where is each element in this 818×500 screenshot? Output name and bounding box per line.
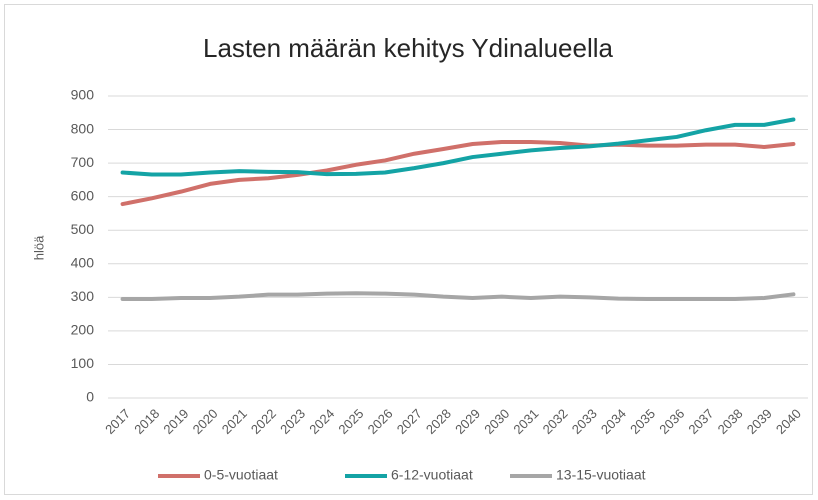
y-axis-label: hlöä bbox=[31, 235, 46, 260]
y-tick-label: 0 bbox=[86, 389, 94, 405]
chart-border bbox=[4, 4, 813, 495]
series-line bbox=[120, 117, 796, 177]
y-tick-label: 700 bbox=[71, 154, 95, 170]
y-tick-label: 200 bbox=[71, 322, 95, 338]
series-line bbox=[120, 139, 796, 207]
legend-label: 13-15-vuotiaat bbox=[556, 467, 646, 483]
y-tick-label: 100 bbox=[71, 355, 95, 371]
legend-label: 6-12-vuotiaat bbox=[391, 467, 473, 483]
y-tick-label: 500 bbox=[71, 221, 95, 237]
chart-title: Lasten määrän kehitys Ydinalueella bbox=[203, 33, 614, 63]
y-tick-label: 800 bbox=[71, 120, 95, 136]
y-tick-label: 300 bbox=[71, 288, 95, 304]
legend-label: 0-5-vuotiaat bbox=[204, 467, 278, 483]
y-tick-label: 900 bbox=[71, 87, 95, 103]
series-line bbox=[120, 291, 796, 302]
y-tick-label: 600 bbox=[71, 187, 95, 203]
y-tick-label: 400 bbox=[71, 254, 95, 270]
